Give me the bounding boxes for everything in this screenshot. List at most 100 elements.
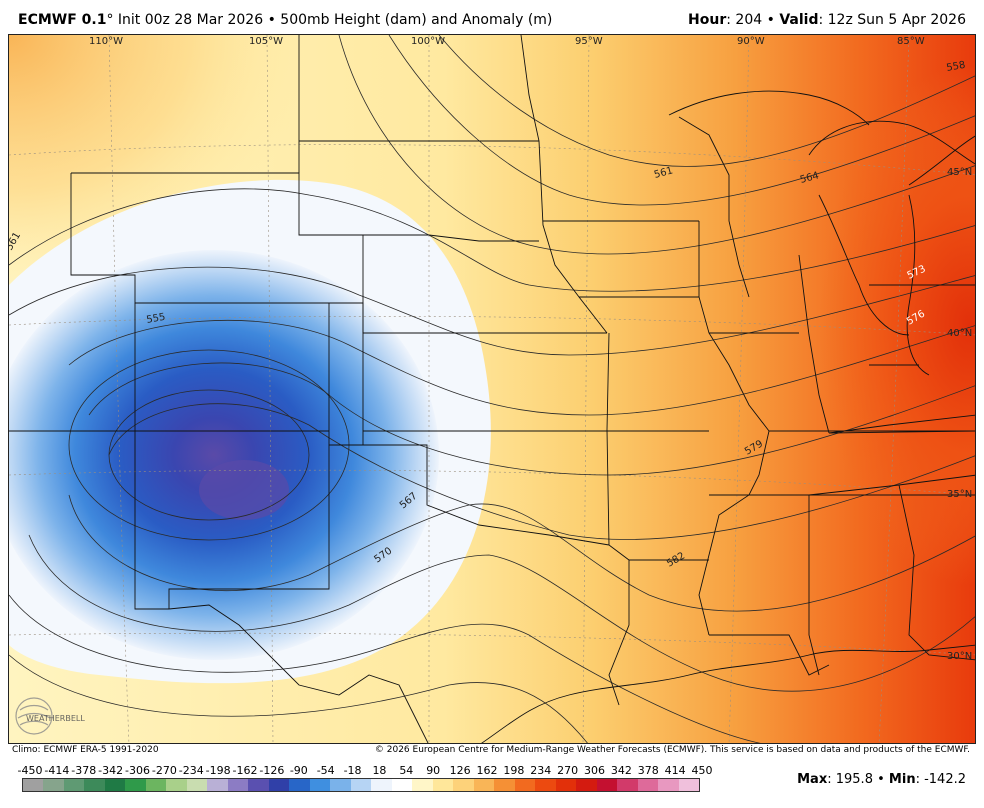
- contour-label: 555: [146, 312, 167, 326]
- colorbar-tick-label: 342: [610, 764, 632, 777]
- climo-note: Climo: ECMWF ERA-5 1991-2020: [12, 745, 159, 755]
- colorbar-swatch: [63, 779, 85, 791]
- map-panel: 110°W 105°W 100°W 95°W 90°W 85°W 45°N 40…: [8, 34, 976, 744]
- valid-label: Valid: [779, 12, 819, 28]
- colorbar-tick-label: 162: [476, 764, 498, 777]
- colorbar: [22, 778, 700, 792]
- height-contours: [9, 35, 975, 743]
- colorbar-tick-label: -342: [98, 764, 124, 777]
- colorbar-tick-label: -270: [151, 764, 177, 777]
- map-svg: 110°W 105°W 100°W 95°W 90°W 85°W 45°N 40…: [9, 35, 975, 743]
- colorbar-tick-label: -90: [289, 764, 308, 777]
- colorbar-tick-label: 378: [637, 764, 659, 777]
- colorbar-swatch: [514, 779, 536, 791]
- colorbar-tick-label: 450: [691, 764, 713, 777]
- copyright-note: © 2026 European Centre for Medium-Range …: [374, 745, 970, 755]
- colorbar-tick-label: -414: [44, 764, 70, 777]
- colorbar-tick-label: 126: [449, 764, 471, 777]
- colorbar-tick-label: -54: [316, 764, 335, 777]
- colorbar-labels: -450 -414 -378 -342 -306 -270 -234 -198 -162 -126…: [17, 764, 713, 778]
- logo-wordmark: WEATHERBELL: [26, 714, 85, 723]
- colorbar-tick-label: 234: [530, 764, 552, 777]
- colorbar-swatch: [289, 779, 310, 791]
- colorbar-swatch: [432, 779, 454, 791]
- colorbar-swatch: [43, 779, 64, 791]
- colorbar-tick-label: 270: [557, 764, 579, 777]
- colorbar-tick-label: -306: [125, 764, 150, 777]
- lat-label: 45°N: [947, 167, 972, 178]
- negative-anomaly-low: [9, 250, 439, 660]
- product-name: 500mb Height (dam) and Anomaly (m): [280, 12, 553, 28]
- bullet: •: [877, 772, 885, 787]
- colorbar-swatch: [494, 779, 515, 791]
- colorbar-swatch: [535, 779, 556, 791]
- colorbar-tick-label: -18: [343, 764, 362, 777]
- colorbar-swatch: [350, 779, 372, 791]
- hour-label: Hour: [688, 12, 727, 28]
- colorbar-swatch: [248, 779, 269, 791]
- colorbar-tick-label: 90: [426, 764, 441, 777]
- colorbar-swatch: [412, 779, 433, 791]
- colorbar-swatch: [576, 779, 597, 791]
- colorbar-swatch: [617, 779, 638, 791]
- contour-label: 561: [653, 165, 674, 181]
- colorbar-swatch: [371, 779, 392, 791]
- colorbar-swatch: [658, 779, 679, 791]
- min-label: Min: [888, 772, 916, 787]
- colorbar-swatch: [555, 779, 577, 791]
- colorbar-swatch: [84, 779, 105, 791]
- lat-label: 35°N: [947, 489, 972, 500]
- colorbar-swatch: [473, 779, 495, 791]
- political-borders: [9, 35, 975, 743]
- colorbar-swatch: [637, 779, 659, 791]
- chart-title: ECMWF 0.1° Init 00z 28 Mar 2026 • 500mb …: [18, 12, 552, 28]
- colorbar-tick-label: -198: [205, 764, 231, 777]
- lat-label: 40°N: [947, 328, 972, 339]
- max-min-readout: Max: 195.8 • Min: -142.2: [797, 772, 966, 787]
- weatherbell-logo: WEATHERBELL: [14, 694, 98, 738]
- longitude-labels: 110°W 105°W 100°W 95°W 90°W 85°W: [89, 36, 925, 47]
- low-center: [199, 460, 289, 520]
- colorbar-tick-label: -162: [232, 764, 258, 777]
- max-label: Max: [797, 772, 828, 787]
- init-time: Init 00z 28 Mar 2026: [117, 12, 264, 28]
- colorbar-swatch: [268, 779, 290, 791]
- colorbar-tick-label: -450: [17, 764, 43, 777]
- colorbar-swatch: [453, 779, 474, 791]
- colorbar-swatch: [125, 779, 146, 791]
- degree-symbol: °: [106, 12, 114, 28]
- colorbar-swatch: [391, 779, 413, 791]
- model-name: ECMWF 0.1: [18, 12, 107, 28]
- colorbar-swatch: [104, 779, 126, 791]
- valid-value: : 12z Sun 5 Apr 2026: [818, 12, 966, 28]
- bullet: •: [267, 12, 276, 28]
- lon-label: 95°W: [575, 36, 603, 47]
- colorbar-swatch: [678, 779, 699, 791]
- colorbar-swatch: [207, 779, 228, 791]
- colorbar-tick-label: 306: [583, 764, 605, 777]
- lon-label: 90°W: [737, 36, 765, 47]
- colorbar-tick-label: 54: [399, 764, 414, 777]
- colorbar-swatch: [309, 779, 331, 791]
- colorbar-tick-label: -378: [71, 764, 97, 777]
- colorbar-tick-label: 414: [664, 764, 686, 777]
- latitude-labels: 45°N 40°N 35°N 30°N: [947, 167, 972, 662]
- min-value: : -142.2: [915, 772, 966, 787]
- colorbar-tick-label: -126: [259, 764, 285, 777]
- colorbar-swatch: [186, 779, 208, 791]
- colorbar-tick-label: 198: [503, 764, 525, 777]
- bullet: •: [766, 12, 775, 28]
- header: ECMWF 0.1° Init 00z 28 Mar 2026 • 500mb …: [0, 0, 984, 34]
- lon-label: 105°W: [249, 36, 283, 47]
- positive-anomaly-core: [819, 65, 975, 585]
- colorbar-swatch: [145, 779, 167, 791]
- lon-label: 110°W: [89, 36, 123, 47]
- colorbar-tick-label: -234: [178, 764, 204, 777]
- max-value: : 195.8: [827, 772, 873, 787]
- colorbar-swatch: [227, 779, 249, 791]
- contour-label: 558: [946, 60, 967, 74]
- colorbar-swatch: [330, 779, 351, 791]
- colorbar-swatch: [596, 779, 618, 791]
- lon-label: 85°W: [897, 36, 925, 47]
- lon-label: 100°W: [411, 36, 445, 47]
